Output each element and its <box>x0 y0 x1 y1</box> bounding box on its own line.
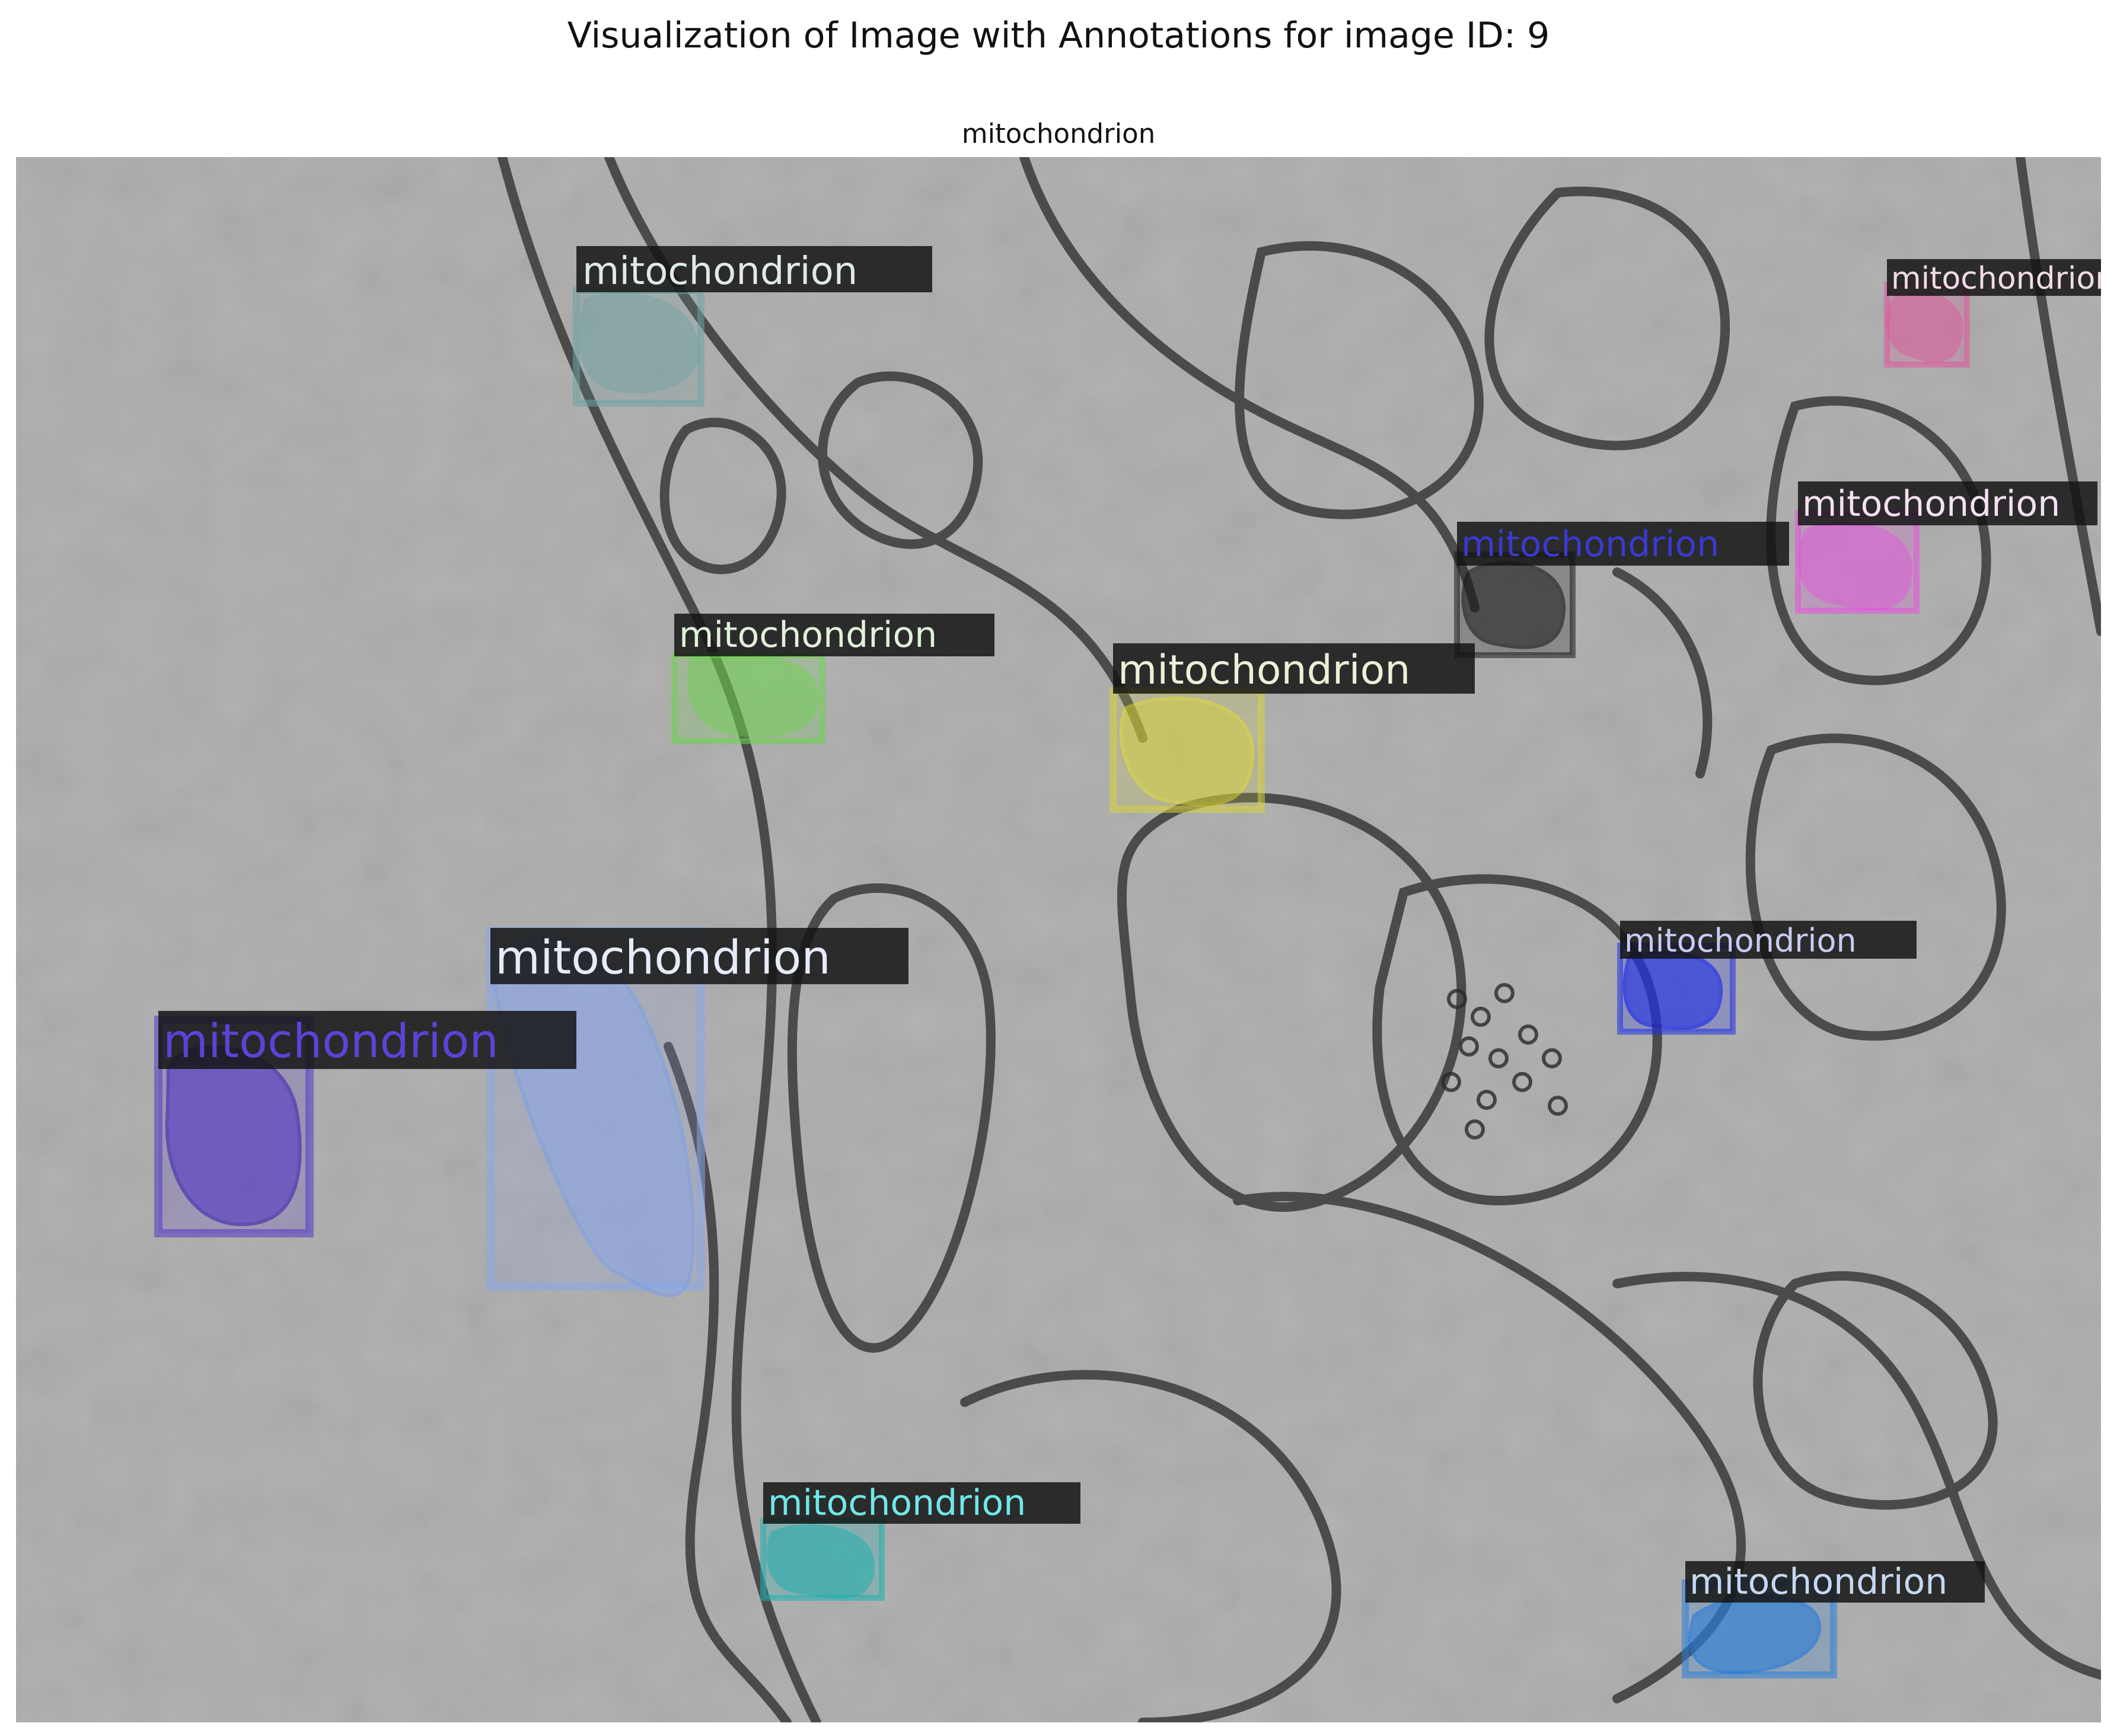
annotation-label-7: mitochondrion <box>163 1015 499 1068</box>
annotation-label-1: mitochondrion <box>1891 261 2101 296</box>
annotation-label-10: mitochondrion <box>1689 1561 1947 1603</box>
micrograph-image: mitochondrion mitochondrion mitochondrio… <box>16 157 2101 1722</box>
annotation-label-5: mitochondrion <box>1118 647 1410 694</box>
annotation-8: mitochondrion <box>1617 921 1917 1035</box>
axes-title: mitochondrion <box>961 118 1156 149</box>
annotation-label-9: mitochondrion <box>768 1482 1026 1524</box>
annotation-4: mitochondrion <box>671 614 994 744</box>
annotation-1: mitochondrion <box>1884 259 2101 368</box>
vesicle-cluster <box>1441 983 1568 1140</box>
annotation-5: mitochondrion <box>1109 643 1475 813</box>
annotation-label-8: mitochondrion <box>1624 922 1857 959</box>
annotation-0: mitochondrion <box>573 246 932 407</box>
figure-title: Visualization of Image with Annotations … <box>567 15 1550 56</box>
annotation-label-0: mitochondrion <box>582 250 857 293</box>
annotation-label-2: mitochondrion <box>1802 483 2060 525</box>
annotation-9: mitochondrion <box>760 1482 1080 1601</box>
annotation-10: mitochondrion <box>1682 1561 1985 1678</box>
annotation-7: mitochondrion <box>154 1011 576 1237</box>
annotation-label-3: mitochondrion <box>1461 524 1719 565</box>
annotation-3: mitochondrion <box>1454 522 1789 658</box>
annotation-2: mitochondrion <box>1795 481 2097 614</box>
annotation-label-6: mitochondrion <box>495 931 831 985</box>
annotation-label-4: mitochondrion <box>679 614 937 656</box>
